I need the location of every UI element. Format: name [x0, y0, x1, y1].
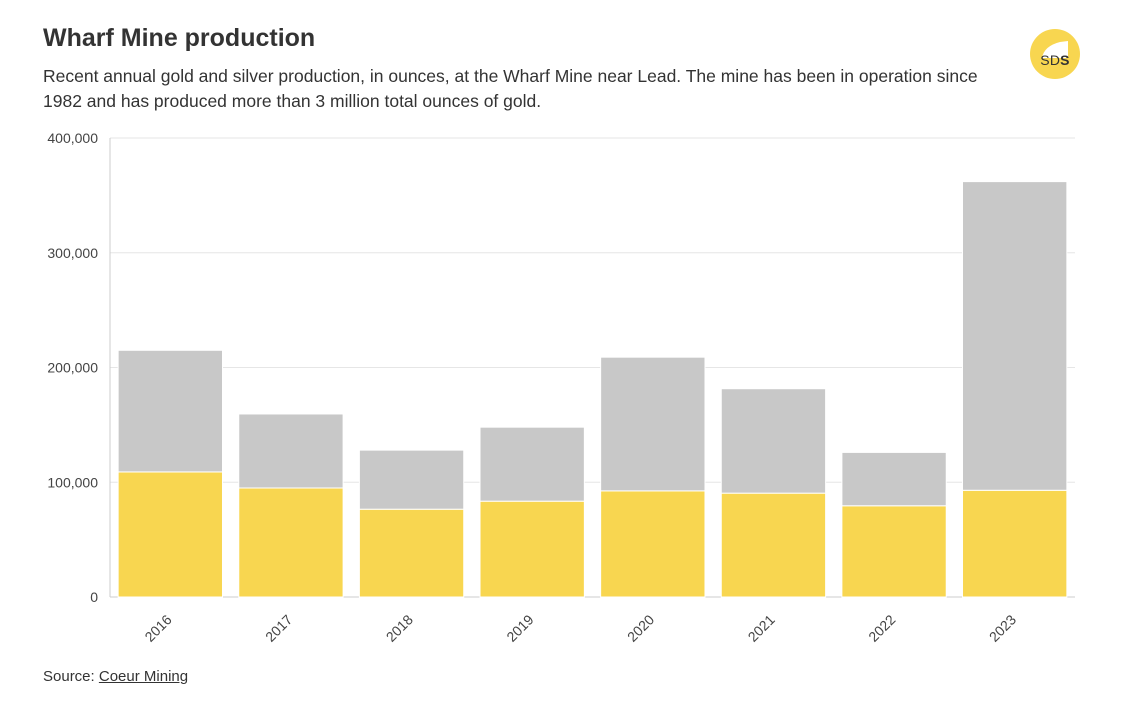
bar-2017-segment-0[interactable]	[238, 487, 344, 598]
bars	[117, 181, 1068, 598]
y-tick-label: 400,000	[47, 130, 98, 146]
bar-2021-segment-0[interactable]	[720, 492, 827, 598]
bar-2021-segment-1[interactable]	[720, 388, 827, 494]
x-tick-label: 2018	[383, 611, 416, 644]
x-tick-label: 2017	[262, 611, 295, 644]
bar-2019-segment-0[interactable]	[479, 500, 585, 598]
source-line: Source: Coeur Mining	[43, 668, 188, 685]
y-tick-label: 100,000	[47, 474, 98, 490]
x-tick-label: 2022	[865, 611, 898, 644]
x-tick-label: 2021	[745, 611, 778, 644]
bar-2022-segment-0[interactable]	[841, 505, 947, 598]
source-label: Source:	[43, 668, 99, 685]
x-tick-label: 2023	[986, 611, 1019, 644]
bar-2019-segment-1[interactable]	[479, 426, 585, 502]
source-link[interactable]: Coeur Mining	[98, 668, 189, 685]
bar-2023-segment-0[interactable]	[962, 489, 1068, 598]
bar-2023-segment-1[interactable]	[962, 181, 1068, 491]
bar-2022-segment-1[interactable]	[841, 451, 947, 507]
x-tick-label: 2020	[624, 611, 657, 644]
x-tick-label: 2016	[141, 611, 174, 644]
sun-arc-icon	[1042, 41, 1068, 58]
chart-subtitle: Recent annual gold and silver production…	[43, 66, 978, 111]
y-tick-label: 200,000	[47, 360, 98, 376]
x-tick-label: 2019	[503, 611, 536, 644]
bar-2016-segment-1[interactable]	[117, 349, 223, 473]
bar-2020-segment-1[interactable]	[600, 356, 706, 492]
y-tick-label: 300,000	[47, 245, 98, 261]
x-axis: 2016 2017 2018 2019 2020 2021 2022 2023	[141, 611, 1019, 644]
chart-title: Wharf Mine production	[43, 24, 316, 52]
bar-2020-segment-0[interactable]	[600, 490, 706, 598]
bar-2018-segment-0[interactable]	[358, 508, 465, 598]
y-tick-label: 0	[90, 589, 98, 605]
y-axis: 0 100,000 200,000 300,000 400,000	[47, 130, 111, 605]
sds-logo[interactable]: SDS	[1030, 29, 1080, 79]
logo-text: SDS	[1040, 52, 1070, 68]
bar-2018-segment-1[interactable]	[358, 449, 465, 510]
bar-2017-segment-1[interactable]	[238, 413, 344, 489]
bar-2016-segment-0[interactable]	[117, 471, 223, 598]
